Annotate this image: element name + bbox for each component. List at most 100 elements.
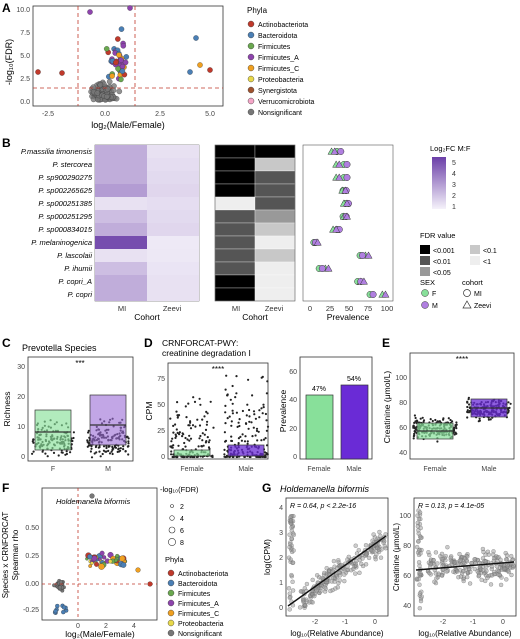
panel-b-prev-tick: 50 xyxy=(345,304,353,313)
panel-g-right-point xyxy=(439,551,445,557)
panel-d-point xyxy=(199,434,202,438)
log2fc-cell xyxy=(95,249,147,262)
panel-d-prev-ytick: 20 xyxy=(289,426,297,433)
panel-g-right-point xyxy=(417,510,423,515)
panel-g-left-stat: R = 0.64, p < 2.2e-16 xyxy=(290,503,356,510)
panel-c-point xyxy=(65,450,68,453)
panel-c-box-m xyxy=(89,394,127,446)
panel-g-right-point xyxy=(497,572,502,578)
panel-b-prev-tick: 25 xyxy=(326,304,334,313)
panel-c-ytick: 30 xyxy=(17,364,25,371)
panel-d-point xyxy=(194,425,197,428)
prevalence-point-mi xyxy=(337,148,345,155)
panel-d-point xyxy=(230,435,233,438)
panel-d-prev-ytick: 60 xyxy=(289,369,297,376)
panel-d-point xyxy=(256,439,259,442)
panel-e-point xyxy=(467,398,470,401)
panel-f-xtick: 0 xyxy=(76,623,80,630)
panel-d-point xyxy=(172,424,175,427)
panel-d-point xyxy=(237,442,240,445)
panel-d-point xyxy=(203,433,206,436)
panel-c-point xyxy=(32,450,35,453)
legend-label: Firmicutes_C xyxy=(178,611,219,618)
panel-c-ylabel: Richness xyxy=(2,392,12,427)
size-key-marker xyxy=(168,538,176,546)
legend-label: Firmicutes_A xyxy=(258,55,299,62)
panel-d-point xyxy=(182,455,185,459)
panel-b-sex-title: SEX xyxy=(420,278,435,287)
panel-b-prev-tick: 75 xyxy=(364,304,372,313)
fdr-cell xyxy=(214,196,256,211)
panel-a: A -log₁₀(FDR) log₂(Male/Female) -2.5 0.0… xyxy=(2,1,315,130)
panel-a-point xyxy=(87,9,93,15)
panel-g-right-point xyxy=(416,577,421,582)
fdr-cell xyxy=(214,222,256,237)
panel-g-right-point xyxy=(460,569,466,574)
panel-d-point xyxy=(187,424,190,427)
panel-d-point xyxy=(237,437,240,440)
panel-a-point xyxy=(119,63,126,70)
panel-d-point xyxy=(265,419,268,422)
panel-d-point xyxy=(254,417,257,420)
panel-g-right-point xyxy=(458,574,464,579)
panel-f-ylabel-line1: Species x CRNFORCAT xyxy=(1,512,10,599)
panel-g-right-point xyxy=(432,579,437,584)
panel-d-point xyxy=(225,374,228,377)
panel-d-prev-ytick: 40 xyxy=(289,397,297,404)
panel-f-point xyxy=(89,493,95,499)
legend-label: Actinobacteriota xyxy=(178,571,228,578)
legend-label: Proteobacteria xyxy=(178,621,224,628)
panel-d-point xyxy=(205,440,208,443)
panel-a-point xyxy=(197,62,203,68)
panel-g-left-xtick: 0 xyxy=(373,619,377,626)
panel-g-left-point xyxy=(323,586,328,591)
panel-d-point xyxy=(184,405,187,408)
panel-c-point xyxy=(107,445,110,448)
panel-b-fdr-title: FDR value xyxy=(420,231,455,240)
cohort-key-zeevi-marker xyxy=(462,300,472,309)
panel-g-left-point xyxy=(331,558,337,564)
panel-e-point xyxy=(466,410,469,413)
panel-c-point xyxy=(114,446,118,449)
prevalence-point-mi xyxy=(343,161,351,168)
panel-b-prev-frame xyxy=(302,144,394,302)
fdr-cell xyxy=(254,157,296,172)
panel-a-point xyxy=(187,69,193,75)
panel-e-point xyxy=(454,425,457,428)
panel-d-point xyxy=(262,438,266,441)
fdr-key-label: <1 xyxy=(483,259,491,266)
panel-d-point xyxy=(265,429,268,432)
panel-g-left-xlabel: log₁₀(Relative Abundance) xyxy=(290,629,384,638)
species-label: P. stercorea xyxy=(53,160,92,169)
fdr-key-swatch xyxy=(420,245,430,254)
panel-g-left-point xyxy=(287,532,292,537)
panel-d-point xyxy=(243,440,247,443)
panel-g-left-point xyxy=(301,597,306,603)
panel-b-fdr-heatmap xyxy=(214,144,296,302)
panel-g-right-point xyxy=(468,569,473,575)
panel-d-point xyxy=(236,425,239,428)
panel-g-right-point xyxy=(418,525,423,531)
panel-c-point xyxy=(44,452,47,455)
panel-g-left-point xyxy=(377,547,382,552)
panel-e-ytick: 60 xyxy=(399,425,407,432)
panel-d-ylabel: CPM xyxy=(144,402,154,421)
panel-b-log2fc-tick: 1 xyxy=(452,204,456,211)
prevalence-point-mi xyxy=(318,265,326,272)
panel-g-right-ytick: 100 xyxy=(399,513,411,520)
panel-d-point xyxy=(257,430,260,433)
panel-g-right-point xyxy=(416,560,422,565)
sex-key-label: F xyxy=(432,291,436,298)
log2fc-cell xyxy=(95,288,147,301)
fdr-cell xyxy=(214,144,256,159)
panel-c-point xyxy=(72,436,75,440)
cohort-key-label: Zeevi xyxy=(474,303,492,310)
panel-g-left-point xyxy=(289,536,294,541)
log2fc-cell xyxy=(147,275,199,288)
legend-label: Verrucomicrobiota xyxy=(258,99,315,106)
panel-label-g: G xyxy=(262,481,271,495)
panel-a-xtick: 0.0 xyxy=(100,111,110,118)
fdr-cell xyxy=(214,183,256,198)
panel-b-cohort-title: cohort xyxy=(462,278,484,287)
panel-g-left-point xyxy=(298,589,304,594)
